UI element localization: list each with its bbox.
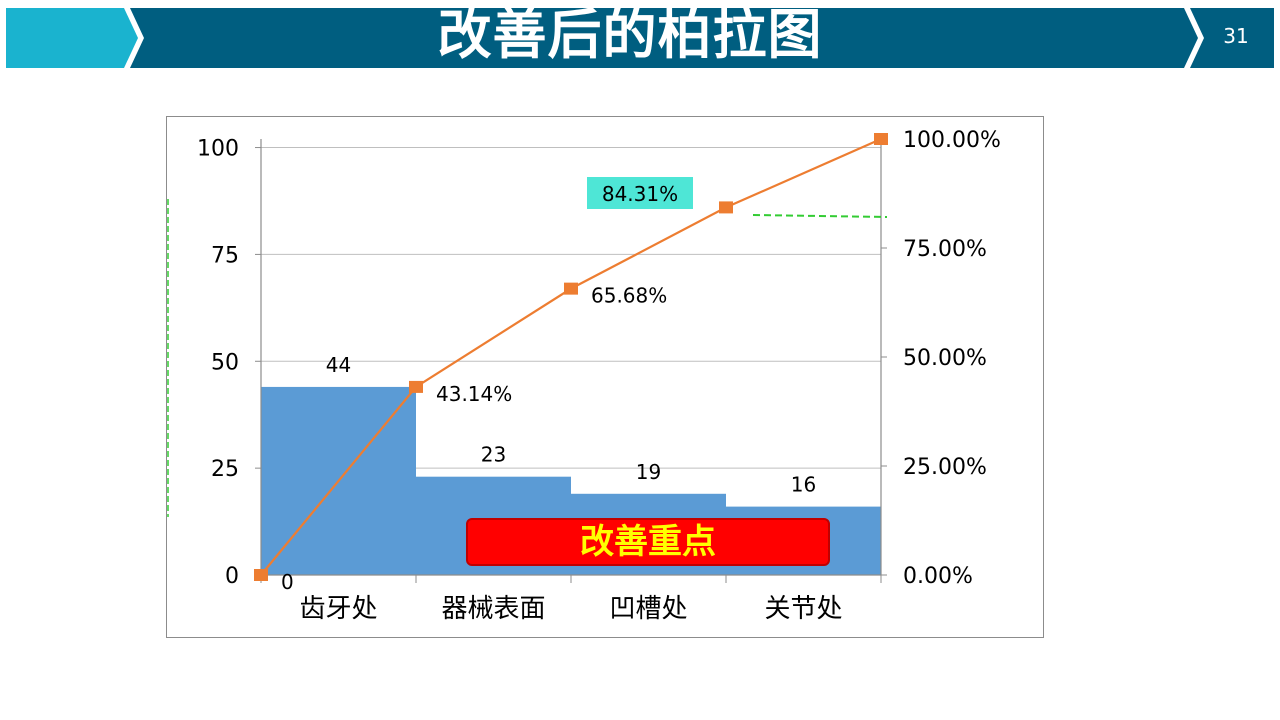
cumulative-value-label: 43.14% [436,382,512,406]
cumulative-marker [254,569,268,581]
x-category-label: 关节处 [764,594,842,624]
header-page-segment [1190,8,1274,68]
y2-tick-label: 50.00% [903,346,987,371]
target-dashed-line [752,214,888,218]
y2-tick-label: 100.00% [903,128,1001,153]
y-tick-label: 0 [225,564,239,589]
highlight-value: 84.31% [602,182,678,206]
header-dark-segment [130,8,1198,68]
slide-title: 改善后的柏拉图 [437,3,823,66]
decorations: 84.31% [167,177,888,517]
y-tick-label: 25 [211,457,239,482]
y-tick-label: 50 [211,350,239,375]
tick-labels: 0 25 50 75 100 0.00% 25.00% 50.00% 75.00% 100.00%… [197,128,1001,624]
bar-value-label: 44 [326,353,351,377]
y2-tick-label: 0.00% [903,564,973,589]
cumulative-value-label: 0 [281,570,294,594]
axes [255,138,887,583]
highlight-box [587,177,693,209]
bar-value-label: 19 [636,460,661,484]
header-banner [6,8,1274,68]
cumulative-marker [874,133,888,145]
bar-value-label: 23 [481,443,506,467]
y2-tick-label: 25.00% [903,455,987,480]
bar-labels: 44 23 19 16 [326,353,816,497]
cumulative-marker [719,201,733,214]
focus-label: 改善重点 [466,518,830,566]
slide-header: 改善后的柏拉图 31 [0,0,1280,72]
y2-tick-label: 75.00% [903,237,987,262]
page-number: 31 [1223,24,1249,48]
cumulative-marker [564,282,578,295]
x-category-label: 器械表面 [441,594,545,624]
header-light-segment [6,8,138,68]
x-category-label: 凹槽处 [609,594,687,624]
cumulative-value-label: 65.68% [591,284,667,308]
bar-value-label: 16 [791,473,816,497]
y-tick-label: 75 [211,243,239,268]
cumulative-marker [409,380,423,393]
y-tick-label: 100 [197,137,239,162]
x-category-label: 齿牙处 [299,594,377,624]
cumulative-line: 0 43.14% 65.68% [254,133,888,594]
